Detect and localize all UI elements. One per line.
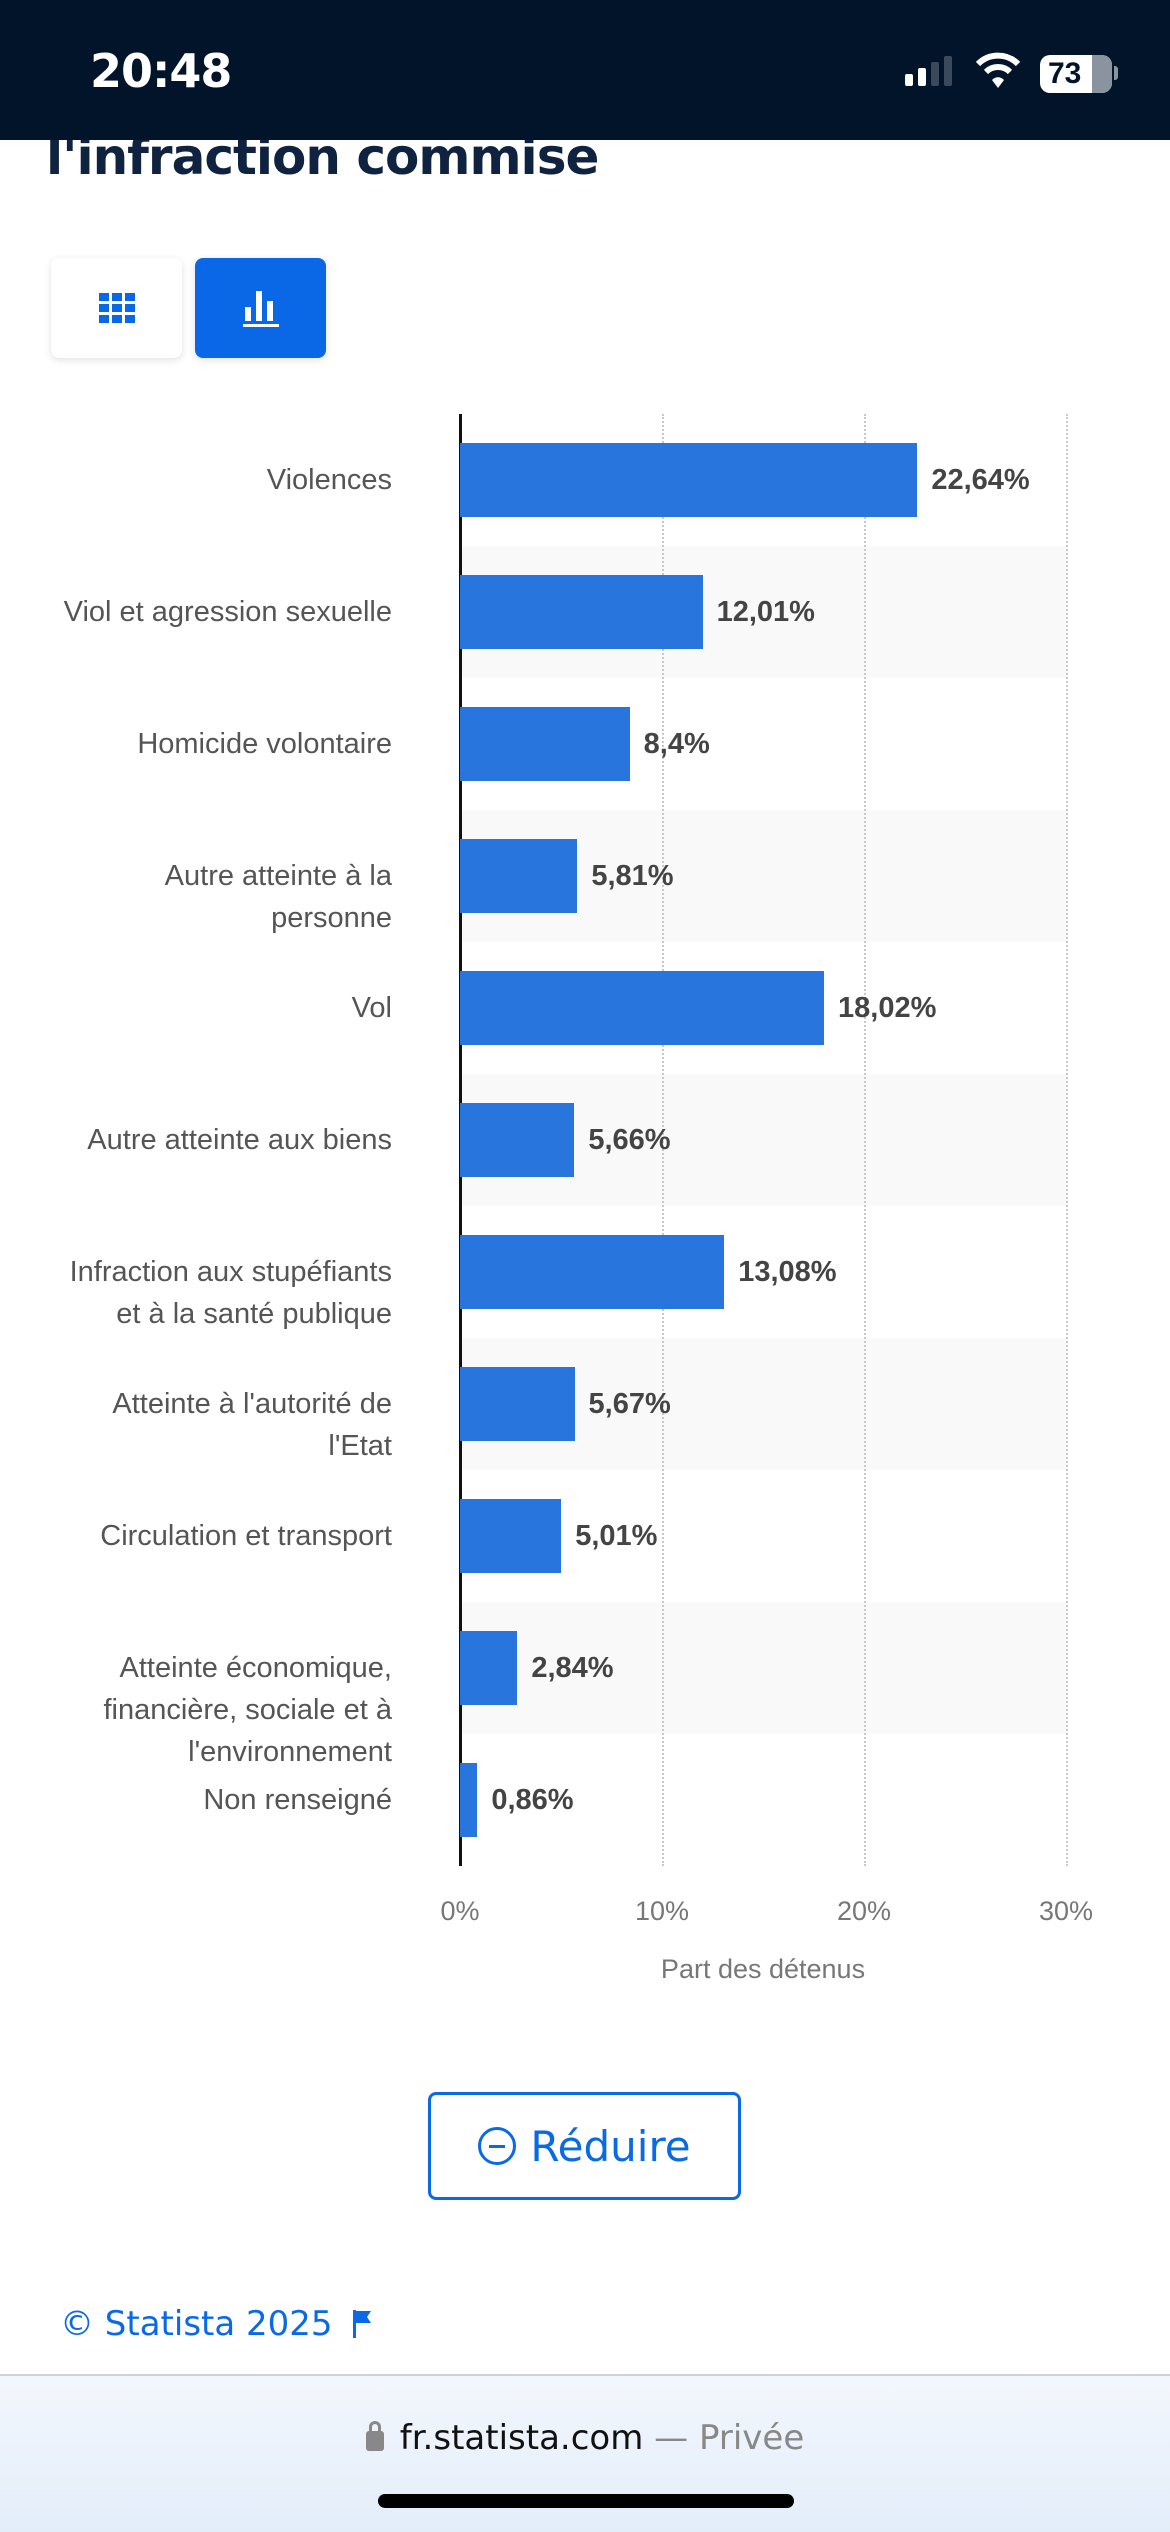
grid-table-icon: [98, 293, 135, 323]
category-label: Vol: [351, 992, 392, 1024]
gridline: [1066, 414, 1068, 1866]
bar-chart-icon: [242, 291, 279, 327]
value-label: 8,4%: [643, 728, 710, 760]
reduce-button[interactable]: Réduire: [428, 2092, 741, 2200]
bar: [460, 1103, 575, 1177]
category-label: Autre atteinte à la personne: [164, 860, 392, 934]
bar: [460, 1631, 518, 1705]
value-label: 22,64%: [931, 464, 1030, 496]
battery-icon: 73: [1040, 55, 1112, 93]
value-label: 5,81%: [591, 860, 674, 892]
bar: [460, 575, 703, 649]
url-domain: fr.statista.com: [399, 2418, 644, 2458]
gridline: [662, 414, 664, 1866]
wifi-icon: [975, 52, 1021, 88]
category-label: Homicide volontaire: [137, 728, 392, 760]
status-bar: 20:48 73: [0, 0, 1170, 140]
address-bar[interactable]: fr.statista.com — Privée: [0, 2418, 1170, 2458]
bar: [460, 1499, 562, 1573]
copyright-text: © Statista 2025: [60, 2304, 333, 2344]
bar: [460, 1235, 725, 1309]
value-label: 0,86%: [491, 1784, 574, 1816]
category-label: Infraction aux stupéfiants et à la santé…: [69, 1256, 392, 1330]
flag-icon: [352, 2310, 371, 2338]
x-tick-label: 20%: [836, 1896, 892, 1926]
gridline: [864, 414, 866, 1866]
private-mode-label: — Privée: [654, 2418, 805, 2458]
chart-view-button[interactable]: [195, 258, 326, 358]
lock-icon: [365, 2421, 384, 2451]
category-label: Atteinte à l'autorité de l'Etat: [112, 1388, 392, 1462]
x-tick-label: 10%: [634, 1896, 690, 1926]
value-label: 5,01%: [575, 1520, 658, 1552]
bar: [460, 1763, 478, 1837]
x-tick-label: 30%: [1038, 1896, 1094, 1926]
category-label: Circulation et transport: [100, 1520, 392, 1552]
copyright-link[interactable]: © Statista 2025: [60, 2304, 373, 2344]
cellular-signal-icon: [905, 56, 952, 86]
bar: [460, 1367, 575, 1441]
home-indicator[interactable]: [378, 2494, 794, 2508]
value-label: 2,84%: [531, 1652, 614, 1684]
browser-bar: fr.statista.com — Privée: [0, 2374, 1170, 2532]
x-axis-title: Part des détenus: [660, 1954, 866, 1984]
bar: [460, 839, 578, 913]
category-label: Autre atteinte aux biens: [87, 1124, 392, 1156]
value-label: 5,67%: [588, 1388, 671, 1420]
row-band: [462, 1602, 1068, 1734]
value-label: 18,02%: [838, 992, 937, 1024]
minus-circle-icon: [478, 2127, 517, 2165]
value-label: 13,08%: [738, 1256, 837, 1288]
battery-level: 73: [1048, 57, 1082, 90]
value-label: 5,66%: [588, 1124, 671, 1156]
bar: [460, 971, 824, 1045]
category-label: Non renseigné: [203, 1784, 392, 1816]
category-label: Viol et agression sexuelle: [63, 596, 392, 628]
bar-chart: Part des détenus 0% 10% 20% 30% 22,64% Violen…: [63, 414, 1094, 1984]
category-label: Atteinte économique, financière, sociale…: [103, 1652, 392, 1768]
value-label: 12,01%: [716, 596, 815, 628]
bar: [460, 443, 918, 517]
battery-tip: [1114, 66, 1118, 80]
reduce-label: Réduire: [530, 2121, 691, 2171]
clock: 20:48: [90, 44, 232, 98]
bar: [460, 707, 630, 781]
x-tick-label: 0%: [440, 1896, 480, 1926]
table-view-button[interactable]: [51, 258, 182, 358]
category-label: Violences: [266, 464, 392, 496]
